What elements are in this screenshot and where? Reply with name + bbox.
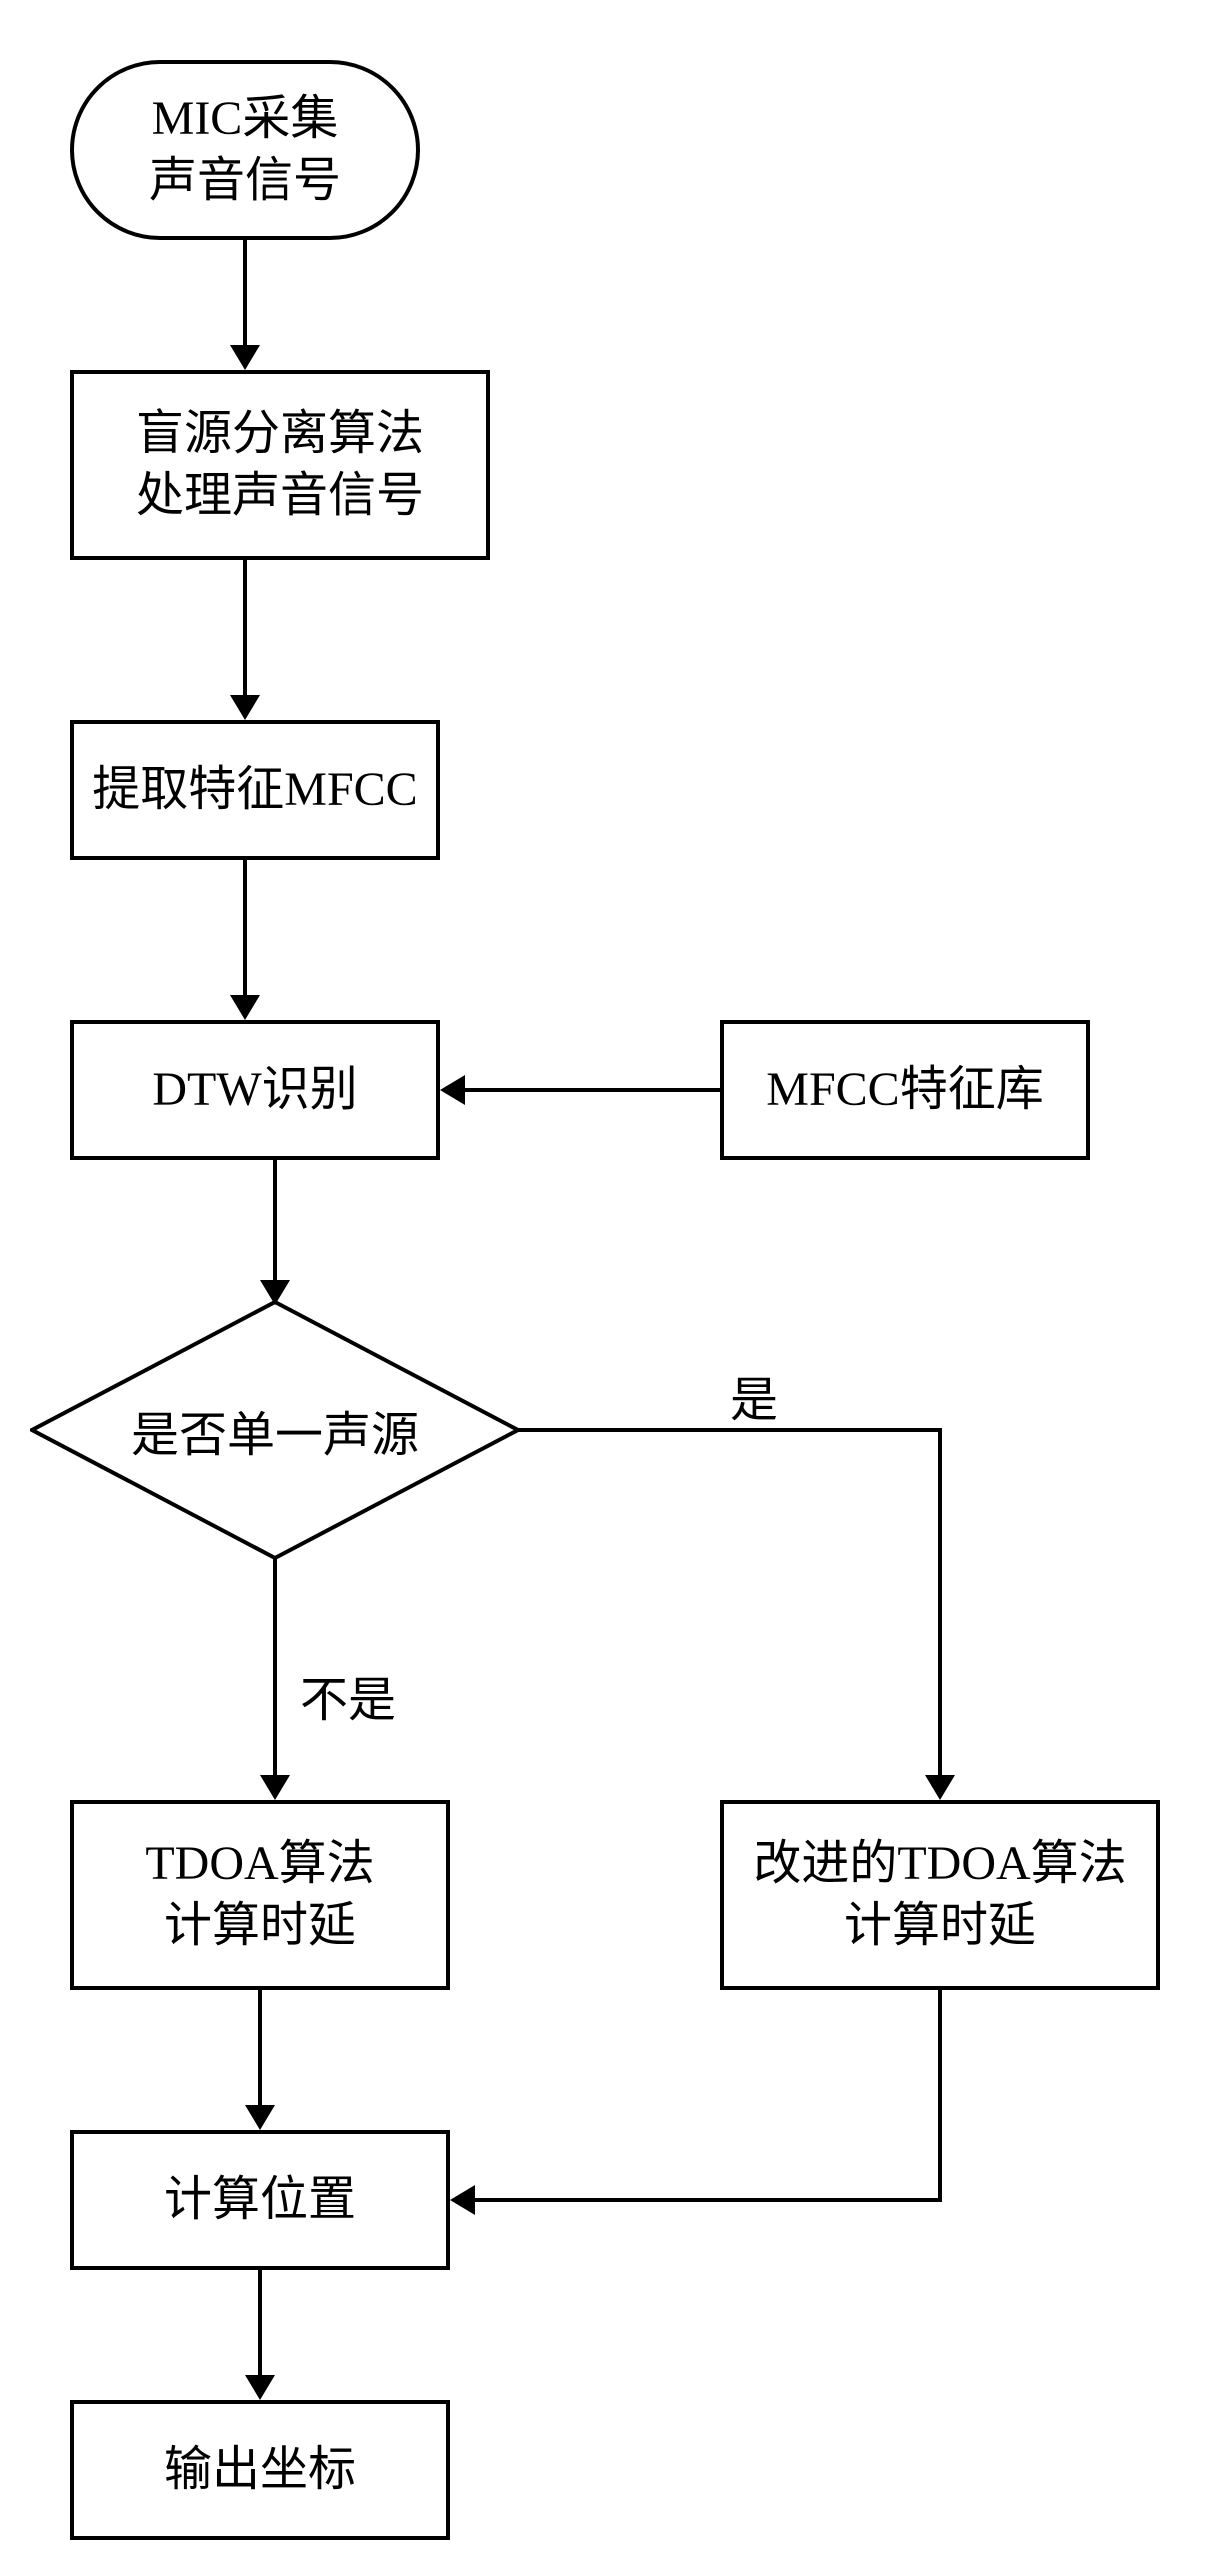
arrowhead-down-icon [230,345,260,370]
node-mfccdb: MFCC特征库 [720,1020,1090,1160]
arrowhead-down-icon [245,2105,275,2130]
node-decision-label: 是否单一声源 [131,1395,419,1465]
arrowhead-down-icon [260,1775,290,1800]
node-itdoa: 改进的TDOA算法 计算时延 [720,1800,1160,1990]
edge-mfccdb-dtw [465,1088,720,1092]
node-dtw: DTW识别 [70,1020,440,1160]
node-mfcc: 提取特征MFCC [70,720,440,860]
edge-dec-itdoa-v [938,1428,942,1780]
node-dtw-label: DTW识别 [152,1059,357,1121]
node-itdoa-label: 改进的TDOA算法 计算时延 [753,1833,1126,1958]
node-mfcc-label: 提取特征MFCC [92,759,417,821]
arrowhead-down-icon [230,995,260,1020]
edge-calc-out [258,2270,262,2380]
edge-dec-tdoa [273,1558,277,1780]
arrowhead-left-icon [440,1075,465,1105]
node-bss: 盲源分离算法 处理声音信号 [70,370,490,560]
arrowhead-down-icon [260,1280,290,1305]
arrowhead-down-icon [230,695,260,720]
node-mfccdb-label: MFCC特征库 [766,1059,1043,1121]
edge-mfcc-dtw [243,860,247,1000]
edge-dtw-dec [273,1160,277,1285]
edge-label-no: 不是 [300,1660,396,1730]
edge-bss-mfcc [243,560,247,700]
edge-label-yes: 是 [730,1360,778,1430]
edge-dec-itdoa-h [518,1428,940,1432]
node-calc-label: 计算位置 [164,2169,356,2231]
node-tdoa-label: TDOA算法 计算时延 [145,1833,374,1958]
arrowhead-down-icon [245,2375,275,2400]
edge-itdoa-calc-v [938,1990,942,2202]
arrowhead-down-icon [925,1775,955,1800]
edge-tdoa-calc [258,1990,262,2110]
edge-start-bss [243,240,247,350]
node-tdoa: TDOA算法 计算时延 [70,1800,450,1990]
node-bss-label: 盲源分离算法 处理声音信号 [136,403,424,528]
arrowhead-left-icon [450,2185,475,2215]
edge-itdoa-calc-h [475,2198,942,2202]
node-start: MIC采集 声音信号 [70,60,420,240]
node-calc: 计算位置 [70,2130,450,2270]
node-start-label: MIC采集 声音信号 [149,88,341,213]
node-decision: 是否单一声源 [30,1300,520,1560]
node-out: 输出坐标 [70,2400,450,2540]
node-out-label: 输出坐标 [164,2439,356,2501]
